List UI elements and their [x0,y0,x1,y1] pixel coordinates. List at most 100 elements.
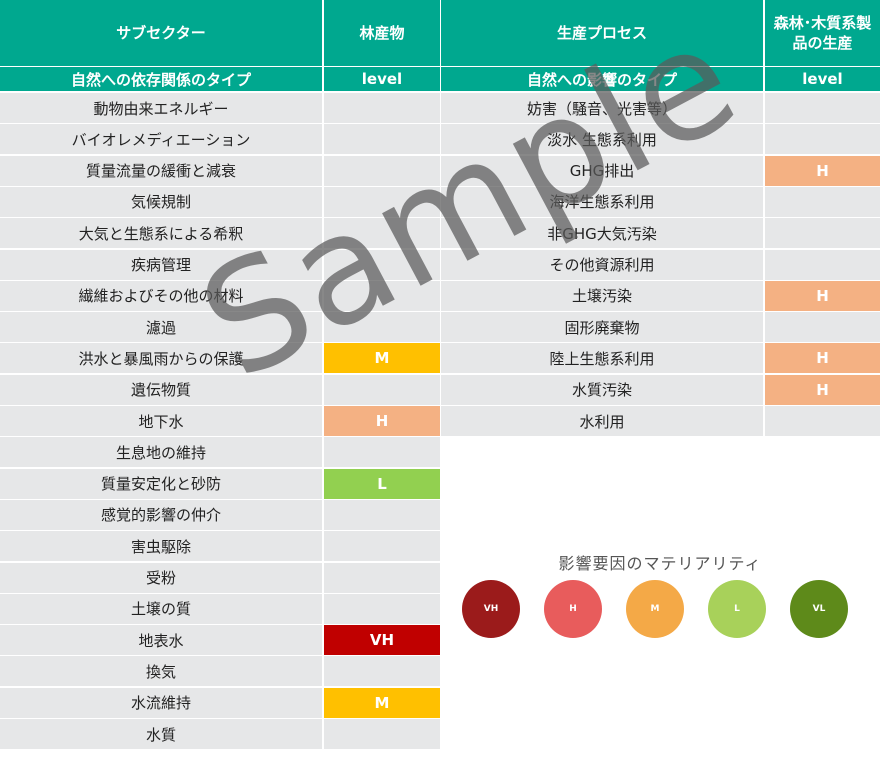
row-label: 疾病管理 [0,249,322,280]
table-row: 質量安定化と砂防 L [0,468,440,499]
row-label: 土壌の質 [0,593,322,624]
row-label: 地表水 [0,625,322,656]
table-row: 大気と生態系による希釈 [0,218,440,249]
table-row: 水質 [0,719,440,749]
table-row: 土壌汚染 H [441,280,880,311]
level-cell: H [765,374,880,405]
subheader-dependency-level: level [324,67,440,91]
level-cell [324,93,440,123]
row-label: 受粉 [0,562,322,593]
level-cell [324,218,440,249]
table-row: 固形廃棄物 [441,312,880,343]
row-label: 大気と生態系による希釈 [0,218,322,249]
level-cell [324,124,440,155]
row-label: 水利用 [441,406,763,436]
level-cell: H [765,343,880,374]
row-label: 感覚的影響の仲介 [0,499,322,530]
table-row: 繊維およびその他の材料 [0,280,440,311]
level-cell [324,374,440,405]
header-subsector: サブセクター [0,0,322,66]
level-cell [765,124,880,155]
table-row: 洪水と暴風雨からの保護 M [0,343,440,374]
table-row: 受粉 [0,562,440,593]
legend-dot-h: H [544,580,602,638]
level-cell [324,593,440,624]
row-label: 動物由来エネルギー [0,93,322,123]
level-cell [324,531,440,562]
header-production-process: 生産プロセス [441,0,763,66]
level-cell [324,312,440,343]
table-row: GHG排出 H [441,155,880,186]
table-row: 疾病管理 [0,249,440,280]
level-cell: L [324,468,440,499]
legend-title: 影響要因のマテリアリティ [558,554,762,573]
level-cell [324,155,440,186]
row-label: 海洋生態系利用 [441,186,763,217]
table-row: 海洋生態系利用 [441,186,880,217]
level-cell: H [324,406,440,436]
row-label: 地下水 [0,406,322,436]
level-cell [765,218,880,249]
table-row: 動物由来エネルギー [0,93,440,123]
table-row: 淡水 生態系利用 [441,124,880,155]
row-label: 遺伝物質 [0,374,322,405]
table-row: バイオレメディエーション [0,124,440,155]
row-label: 非GHG大気汚染 [441,218,763,249]
row-label: 水質汚染 [441,374,763,405]
level-cell: VH [324,625,440,656]
legend-dot-vh: VH [462,580,520,638]
table-row: 水利用 [441,406,880,436]
header-forest-products: 林産物 [324,0,440,66]
table-row: 気候規制 [0,186,440,217]
table-row: 水質汚染 H [441,374,880,405]
row-label: 濾過 [0,312,322,343]
level-cell [324,437,440,468]
table-row: 濾過 [0,312,440,343]
level-cell [324,280,440,311]
table-row: 害虫駆除 [0,531,440,562]
row-label: 繊維およびその他の材料 [0,280,322,311]
level-cell: H [765,280,880,311]
table-row: 感覚的影響の仲介 [0,499,440,530]
row-label: 水流維持 [0,687,322,718]
table-row: 陸上生態系利用 H [441,343,880,374]
row-label: 妨害（騒音、光害等） [441,93,763,123]
subheader-dependency-type: 自然への依存関係のタイプ [0,67,322,91]
row-label: 生息地の維持 [0,437,322,468]
row-label: 土壌汚染 [441,280,763,311]
row-label: バイオレメディエーション [0,124,322,155]
subheader-impact-type: 自然への影響のタイプ [441,67,763,91]
table-row: 質量流量の緩衝と減衰 [0,155,440,186]
table-row: その他資源利用 [441,249,880,280]
legend-dot-vl: VL [790,580,848,638]
header-forest-wood-production: 森林･木質系製品の生産 [765,0,880,66]
row-label: その他資源利用 [441,249,763,280]
level-cell: H [765,155,880,186]
row-label: 淡水 生態系利用 [441,124,763,155]
row-label: 陸上生態系利用 [441,343,763,374]
table-row: 遺伝物質 [0,374,440,405]
table-row: 地表水 VH [0,625,440,656]
table-row: 非GHG大気汚染 [441,218,880,249]
row-label: 気候規制 [0,186,322,217]
table-row: 生息地の維持 [0,437,440,468]
level-cell [324,499,440,530]
row-label: 質量安定化と砂防 [0,468,322,499]
subheader-impact-level: level [765,67,880,91]
level-cell [765,186,880,217]
table-row: 地下水 H [0,406,440,436]
row-label: GHG排出 [441,155,763,186]
table-row: 妨害（騒音、光害等） [441,93,880,123]
row-label: 質量流量の緩衝と減衰 [0,155,322,186]
row-label: 洪水と暴風雨からの保護 [0,343,322,374]
legend-dot-l: L [708,580,766,638]
row-label: 水質 [0,719,322,749]
level-cell [324,249,440,280]
level-cell [324,719,440,749]
row-label: 固形廃棄物 [441,312,763,343]
legend-dot-m: M [626,580,684,638]
level-cell [324,186,440,217]
table-row: 土壌の質 [0,593,440,624]
level-cell: M [324,687,440,718]
level-cell [765,249,880,280]
